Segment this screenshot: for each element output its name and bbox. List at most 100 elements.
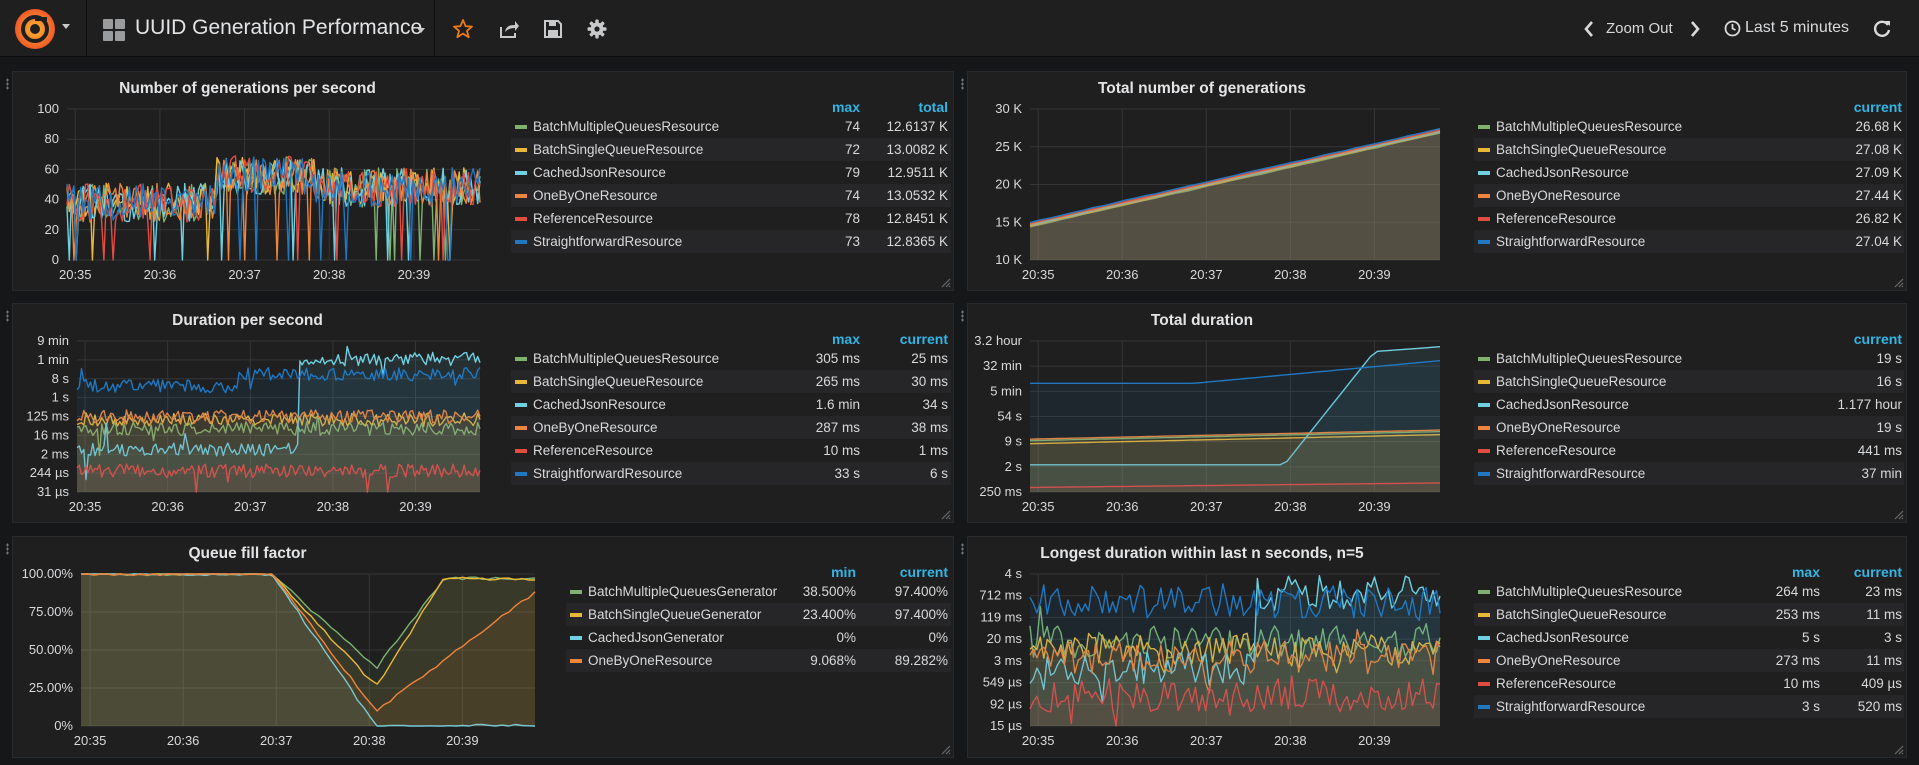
series-line[interactable] bbox=[1030, 359, 1441, 384]
legend-series-name[interactable]: CachedJsonResource bbox=[1496, 165, 1629, 180]
series-line[interactable] bbox=[76, 345, 481, 481]
legend-item[interactable]: OneByOneResource 9.068% 89.282% bbox=[566, 649, 951, 672]
legend-item[interactable]: BatchSingleQueueResource 27.08 K bbox=[1474, 138, 1904, 161]
legend-color-swatch[interactable] bbox=[515, 403, 527, 407]
legend-item[interactable]: ReferenceResource 441 ms bbox=[1474, 439, 1904, 462]
panel-resize-handle-icon[interactable] bbox=[941, 745, 951, 755]
series-line[interactable] bbox=[76, 367, 481, 394]
series-line[interactable] bbox=[1029, 433, 1441, 445]
legend-series-name[interactable]: OneByOneResource bbox=[1496, 188, 1621, 203]
share-icon[interactable] bbox=[497, 17, 521, 41]
series-line[interactable] bbox=[1029, 628, 1441, 694]
legend-series-name[interactable]: BatchSingleQueueResource bbox=[1496, 374, 1667, 389]
legend-color-swatch[interactable] bbox=[515, 380, 527, 384]
legend-color-swatch[interactable] bbox=[1478, 449, 1490, 453]
legend-series-name[interactable]: CachedJsonGenerator bbox=[588, 630, 724, 645]
legend-item[interactable]: BatchMultipleQueuesResource 26.68 K bbox=[1474, 115, 1904, 138]
legend-color-swatch[interactable] bbox=[515, 426, 527, 430]
legend-item[interactable]: BatchMultipleQueuesGenerator 38.500% 97.40… bbox=[566, 580, 951, 603]
legend-color-swatch[interactable] bbox=[515, 357, 527, 361]
panel-drag-handle[interactable] bbox=[961, 310, 964, 322]
legend-series-name[interactable]: BatchMultipleQueuesResource bbox=[1496, 119, 1683, 134]
panel-4[interactable]: Queue fill factor 100.00% 75.00% 50.00% 25.0… bbox=[6, 536, 954, 758]
series-line[interactable] bbox=[1029, 129, 1441, 225]
series-line[interactable] bbox=[76, 409, 481, 424]
legend-color-swatch[interactable] bbox=[1478, 217, 1490, 221]
legend-item[interactable]: BatchSingleQueueGenerator 23.400% 97.400% bbox=[566, 603, 951, 626]
legend-series-name[interactable]: OneByOneResource bbox=[1496, 653, 1621, 668]
panel-3[interactable]: Total duration 3.2 hour 32 min 5 min 54 s 9 s… bbox=[961, 303, 1907, 523]
legend-color-swatch[interactable] bbox=[1478, 613, 1490, 617]
chevron-right-icon[interactable] bbox=[1689, 20, 1701, 38]
legend-column-header[interactable]: current bbox=[1853, 564, 1902, 580]
legend-column-header[interactable]: max bbox=[831, 99, 860, 115]
legend-color-swatch[interactable] bbox=[1478, 357, 1490, 361]
legend-column-header[interactable]: current bbox=[1853, 331, 1902, 347]
legend-color-swatch[interactable] bbox=[515, 148, 527, 152]
legend-item[interactable]: CachedJsonResource 5 s 3 s bbox=[1474, 626, 1904, 649]
legend-series-name[interactable]: CachedJsonResource bbox=[1496, 630, 1629, 645]
legend-color-swatch[interactable] bbox=[1478, 682, 1490, 686]
panel-drag-handle[interactable] bbox=[961, 543, 964, 555]
legend-item[interactable]: StraightforwardResource 3 s 520 ms bbox=[1474, 695, 1904, 718]
legend-color-swatch[interactable] bbox=[515, 240, 527, 244]
panel-title[interactable]: Number of generations per second bbox=[119, 80, 376, 97]
series-line[interactable] bbox=[1029, 675, 1441, 727]
legend-series-name[interactable]: ReferenceResource bbox=[533, 211, 654, 226]
series-line[interactable] bbox=[66, 157, 481, 261]
panel-1[interactable]: Total number of generations 30 K 25 K 20 K 1… bbox=[961, 71, 1907, 291]
legend-color-swatch[interactable] bbox=[1478, 426, 1490, 430]
legend-color-swatch[interactable] bbox=[515, 449, 527, 453]
series-line[interactable] bbox=[66, 155, 481, 261]
panel-resize-handle-icon[interactable] bbox=[1894, 745, 1904, 755]
legend-item[interactable]: ReferenceResource 26.82 K bbox=[1474, 207, 1904, 230]
legend-item[interactable]: BatchMultipleQueuesResource 264 ms 23 ms bbox=[1474, 580, 1904, 603]
legend-item[interactable]: CachedJsonResource 1.6 min 34 s bbox=[511, 393, 951, 416]
legend-item[interactable]: OneByOneResource 19 s bbox=[1474, 416, 1904, 439]
legend-series-name[interactable]: OneByOneResource bbox=[533, 420, 658, 435]
legend-color-swatch[interactable] bbox=[570, 613, 582, 617]
graph-0[interactable]: 100 80 60 40 20 020:35 20:36 20:37 20:38 20:39 bbox=[13, 72, 511, 290]
legend-item[interactable]: BatchSingleQueueResource 253 ms 11 ms bbox=[1474, 603, 1904, 626]
panel-drag-handle[interactable] bbox=[6, 78, 9, 90]
legend-color-swatch[interactable] bbox=[570, 590, 582, 594]
graph-4[interactable]: 100.00% 75.00% 50.00% 25.00% 0%20:35 20:36 20:… bbox=[13, 537, 566, 757]
graph-2[interactable]: 9 min 1 min 8 s 1 s 125 ms 16 ms 2 ms 244 µs 31 … bbox=[13, 304, 511, 522]
legend-series-name[interactable]: BatchSingleQueueResource bbox=[1496, 142, 1667, 157]
legend-color-swatch[interactable] bbox=[1478, 125, 1490, 129]
legend-column-header[interactable]: max bbox=[1791, 564, 1820, 580]
legend-series-name[interactable]: CachedJsonResource bbox=[533, 397, 666, 412]
legend-series-name[interactable]: BatchMultipleQueuesResource bbox=[1496, 584, 1683, 599]
grafana-menu-button[interactable] bbox=[0, 0, 87, 57]
legend-item[interactable]: BatchSingleQueueResource 16 s bbox=[1474, 370, 1904, 393]
series-line[interactable] bbox=[1029, 482, 1441, 489]
legend-item[interactable]: StraightforwardResource 33 s 6 s bbox=[511, 462, 951, 485]
series-line[interactable] bbox=[1029, 605, 1441, 660]
series-line[interactable] bbox=[1029, 583, 1441, 621]
panel-5[interactable]: Longest duration within last n seconds, … bbox=[961, 536, 1907, 758]
legend-series-name[interactable]: StraightforwardResource bbox=[533, 466, 683, 481]
legend-column-header[interactable]: total bbox=[918, 99, 948, 115]
legend-series-name[interactable]: StraightforwardResource bbox=[533, 234, 683, 249]
legend-color-swatch[interactable] bbox=[570, 659, 582, 663]
legend-item[interactable]: OneByOneResource 287 ms 38 ms bbox=[511, 416, 951, 439]
series-line[interactable] bbox=[1030, 346, 1441, 466]
panel-drag-handle[interactable] bbox=[6, 310, 9, 322]
legend-series-name[interactable]: ReferenceResource bbox=[533, 443, 654, 458]
panel-resize-handle-icon[interactable] bbox=[1894, 510, 1904, 520]
series-line[interactable] bbox=[1029, 132, 1441, 228]
legend-column-header[interactable]: max bbox=[831, 331, 860, 347]
panel-resize-handle-icon[interactable] bbox=[941, 510, 951, 520]
legend-color-swatch[interactable] bbox=[515, 194, 527, 198]
legend-color-swatch[interactable] bbox=[1478, 380, 1490, 384]
legend-series-name[interactable]: BatchSingleQueueGenerator bbox=[588, 607, 762, 622]
legend-item[interactable]: ReferenceResource 10 ms 1 ms bbox=[511, 439, 951, 462]
legend-item[interactable]: OneByOneResource 273 ms 11 ms bbox=[1474, 649, 1904, 672]
legend-color-swatch[interactable] bbox=[1478, 659, 1490, 663]
panel-title[interactable]: Duration per second bbox=[172, 312, 323, 329]
legend-series-name[interactable]: OneByOneResource bbox=[533, 188, 658, 203]
star-icon[interactable] bbox=[451, 17, 475, 41]
panel-title[interactable]: Total duration bbox=[1150, 312, 1254, 329]
legend-series-name[interactable]: ReferenceResource bbox=[1496, 211, 1617, 226]
legend-item[interactable]: StraightforwardResource 27.04 K bbox=[1474, 230, 1904, 253]
